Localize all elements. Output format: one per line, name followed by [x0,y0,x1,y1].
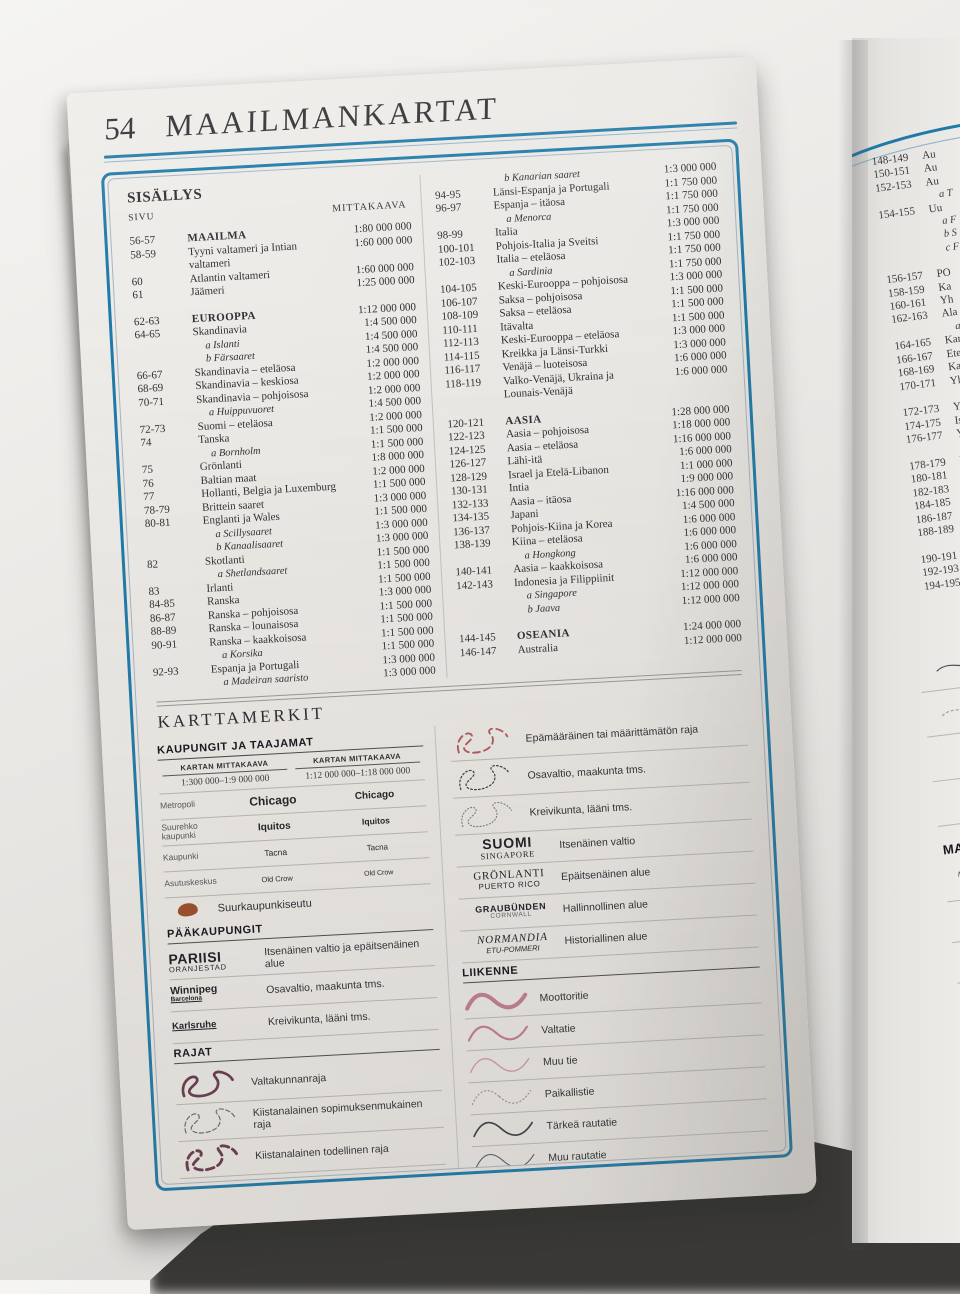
book-gutter-shadow [838,40,868,1250]
city-sample-large-scale: Old Crow [226,871,328,885]
toc-scale: 1:6 000 000 [643,363,728,395]
traffic-label: Moottoritie [539,990,589,1005]
canal-line-icon [931,640,960,683]
border-line-icon [178,1139,244,1176]
border-line-icon [453,796,519,833]
area-name-label: Hallinnollinen alue [563,898,649,915]
table-of-contents: SISÄLLYS SIVU MITTAKAAVA 56-57 [127,159,743,694]
page-number: 54 [104,110,136,148]
metro-area-label: Suurkaupunkiseutu [217,897,312,914]
toc-heading: SISÄLLYS SIVU [127,186,204,225]
traffic-line-icon [472,1146,537,1175]
toc-left-column: 56-57 MAAILMA 1:80 000 000 58-59 Tyyni v… [129,220,436,693]
border-line-icon [449,722,515,759]
toc-pages: 58-59 [130,246,179,276]
capitals-rows: PARIISI ORANJESTAD Itsenäinen valtio ja … [168,934,438,1044]
toc-pages [153,677,202,693]
admin-border-rows: Epämääräinen tai määrittämätön raja Osav… [449,708,752,835]
traffic-label: Valtatie [541,1023,576,1037]
traffic-rows: Moottoritie Valtatie [463,971,774,1185]
capital-samples: PARIISI ORANJESTAD [168,947,265,975]
border-line-icon [176,1102,242,1139]
toc-pages: 118-119 [445,376,494,406]
map-legend: KAUPUNGIT JA TAAJAMAT KARTAN MITTAKAAVA … [157,708,774,1185]
right-page-content: 148-149 Au 150-151 Au 152-153 Au [856,130,960,1243]
border-label: Demarkaatiolinja, tilapäinen rajalinja [257,1177,425,1185]
page-header: 54 MAAILMANKARTAT [104,77,736,147]
right-page: 148-149 Au 150-151 Au 152-153 Au [852,38,960,1243]
metro-area-blob-icon [177,903,198,917]
city-size-label: Suurehko kaupunki [161,820,224,842]
border-label: Valtakunnanraja [251,1072,327,1088]
capital-label: Kreivikunta, lääni tms. [268,1011,371,1029]
traffic-label: Tärkeä rautatie [546,1116,617,1132]
area-name-label: Historiallinen alue [564,930,647,946]
city-size-label: Asutuskeskus [164,876,226,889]
city-sample-large-scale: Chicago [222,791,324,810]
cities-rows: Metropoli Chicago Chicago Suurehko kaupu… [159,780,430,898]
content-frame: SISÄLLYS SIVU MITTAKAAVA 56-57 [101,138,793,1191]
traffic-label: Muu tie [543,1054,578,1068]
toc-middle-column: b Kanarian saaret 1:3 000 000 94-95 Läns… [434,161,742,661]
toc-pages [457,604,506,620]
city-sample-large-scale: Tacna [225,845,327,860]
border-line-icon [180,1176,246,1185]
border-label: Kiistanalainen sopimuksenmukainen raja [253,1096,444,1130]
traffic-line-icon [465,1018,530,1047]
border-label: Kiistanalainen todellinen raja [255,1142,389,1161]
left-page: 54 MAAILMANKARTAT SISÄLLYS SIVU [66,56,817,1230]
toc-title-fragment: Mis [945,453,960,470]
traffic-line-icon [463,986,528,1015]
capital-samples: Winnipeg Barcelona [170,981,267,1004]
city-sample-small-scale: Old Crow [328,867,430,879]
city-sample-small-scale: Tacna [326,840,428,854]
area-name-samples: NORMANDIA ETU-POMMERI [460,931,565,956]
right-page-toc: 148-149 Au 150-151 Au 152-153 Au [856,130,960,622]
capital-label: Itsenäinen valtio ja epäitsenäinen alue [264,937,435,970]
borders-rows: Valtakunnanraja Kiistanalainen sopimukse… [174,1053,447,1185]
border-label: Osavaltio, maakunta tms. [527,763,646,781]
intermittent-line-icon [936,685,960,728]
traffic-line-icon [467,1050,532,1079]
capital-label: Osavaltio, maakunta tms. [266,978,385,996]
city-sample-large-scale: Iquitos [223,818,325,834]
traffic-label: Maantietunneli [550,1180,619,1185]
area-name-label: Itsenäinen valtio [559,835,635,851]
border-label: Kreivikunta, lääni tms. [529,801,632,819]
admin-name-rows: SUOMI SINGAPORE Itsenäinen valtio GRÖNL [455,819,759,963]
area-name-samples: GRÖNLANTI PUERTO RICO [457,867,562,893]
traffic-label: Muu rautatie [548,1149,607,1164]
area-name-label: Epäitsenäinen alue [561,866,651,883]
traffic-line-icon [468,1082,533,1111]
canal-symbol-row [916,620,960,693]
area-name-samples: SUOMI SINGAPORE [455,833,560,862]
border-line-icon [451,759,517,796]
toc-scale-heading: MITTAKAAVA [332,199,411,214]
city-sample-small-scale: Chicago [323,787,425,803]
capital-samples: Karlsruhe [172,1017,268,1032]
terrain-rows: Matterhorn 4478 m ▲ 78 m ▼ [942,833,960,1146]
city-sample-small-scale: Iquitos [325,813,427,828]
city-size-label: Kaupunki [163,850,225,863]
traffic-row: Maantietunneli [473,1163,772,1185]
border-line-icon [174,1065,240,1102]
city-size-label: Metropoli [160,799,222,812]
toc-pages: 61 [132,287,181,303]
right-page-legend: ⊕ ✈ MAASTOPIIRTEET Matterhorn 4478 m [916,620,960,1243]
traffic-label: Paikallistie [545,1086,595,1101]
area-name-samples: GRAUBÜNDEN CORNWALL [459,901,564,923]
traffic-line-icon [470,1114,535,1143]
traffic-line-icon [473,1178,538,1185]
border-label: Epämääräinen tai määrittämätön raja [525,723,698,744]
toc-pages: 146-147 [459,644,508,660]
